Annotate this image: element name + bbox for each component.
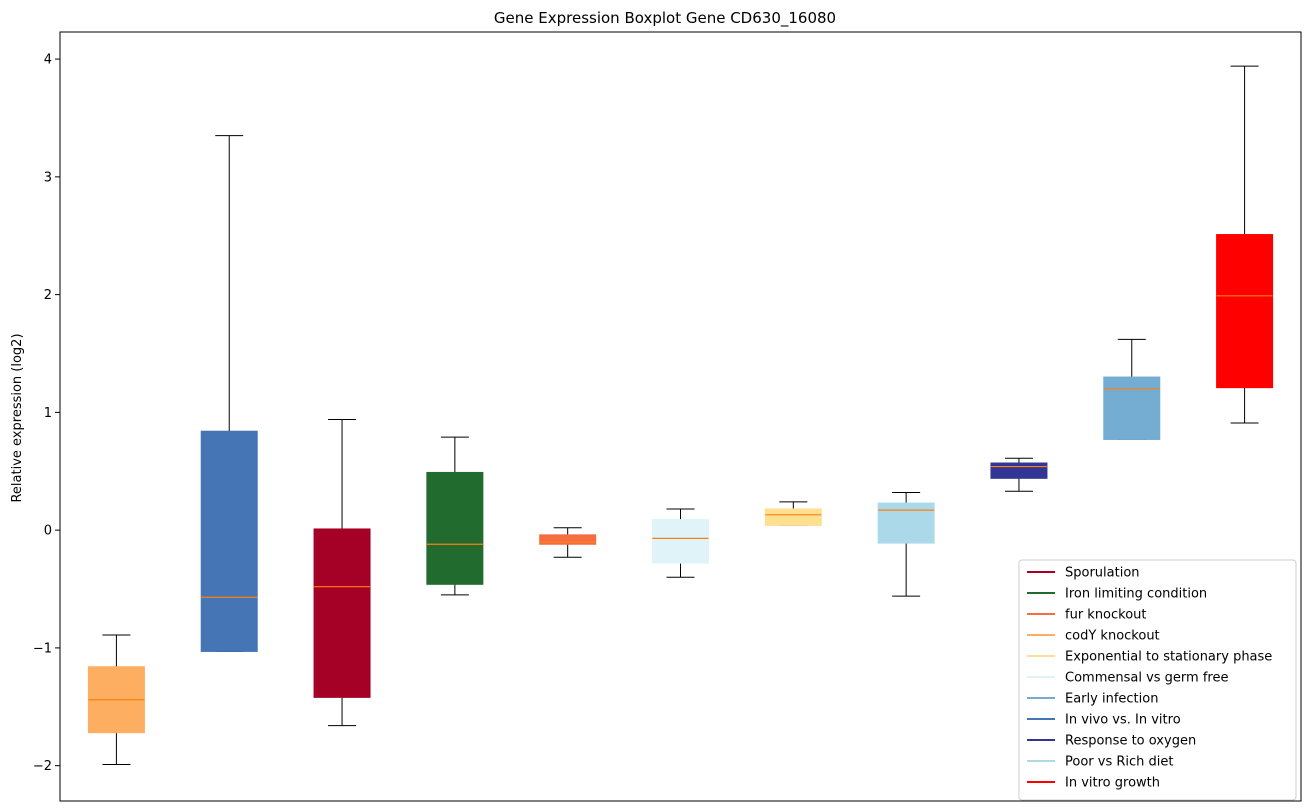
legend-item: Early infection bbox=[1027, 692, 1158, 707]
y-axis-label: Relative expression (log2) bbox=[10, 333, 25, 502]
box-2 bbox=[200, 135, 258, 652]
box-11 bbox=[1216, 65, 1274, 424]
box-4 bbox=[426, 436, 484, 596]
box-1 bbox=[87, 634, 145, 765]
legend-label: Early infection bbox=[1065, 692, 1158, 707]
legend-box bbox=[1018, 559, 1297, 801]
box-body bbox=[539, 534, 597, 545]
y-tick-label: 3 bbox=[44, 170, 52, 185]
legend-item: Commensal vs germ free bbox=[1027, 671, 1228, 686]
box-7 bbox=[764, 501, 822, 526]
legend-item: Poor vs Rich diet bbox=[1027, 755, 1173, 770]
box-8 bbox=[877, 491, 935, 597]
box-body bbox=[1103, 376, 1161, 440]
box-body bbox=[877, 502, 935, 544]
box-body bbox=[426, 471, 484, 585]
box-body bbox=[990, 462, 1048, 479]
legend-label: Sporulation bbox=[1065, 566, 1140, 581]
legend-item: codY knockout bbox=[1027, 629, 1160, 644]
y-tick-label: 4 bbox=[44, 53, 52, 68]
box-body bbox=[1216, 234, 1274, 389]
legend-label: Iron limiting condition bbox=[1065, 587, 1207, 602]
box-3 bbox=[313, 418, 371, 727]
legend-label: Exponential to stationary phase bbox=[1065, 650, 1272, 665]
legend-item: Sporulation bbox=[1027, 566, 1140, 581]
legend-label: Response to oxygen bbox=[1065, 734, 1196, 749]
legend-label: In vitro growth bbox=[1065, 776, 1160, 791]
plot-frame bbox=[59, 31, 1302, 802]
legend-label: codY knockout bbox=[1065, 629, 1160, 644]
box-9 bbox=[990, 457, 1048, 492]
y-tick-label: 2 bbox=[44, 288, 52, 303]
legend-item: Exponential to stationary phase bbox=[1027, 650, 1272, 665]
chart-title: Gene Expression Boxplot Gene CD630_16080 bbox=[494, 9, 836, 28]
legend-label: Commensal vs germ free bbox=[1065, 671, 1228, 686]
legend-item: In vivo vs. In vitro bbox=[1027, 713, 1181, 728]
box-body bbox=[652, 519, 709, 564]
y-tick-label: −2 bbox=[33, 759, 52, 774]
box-10 bbox=[1103, 338, 1161, 440]
box-body bbox=[200, 430, 258, 652]
box-body bbox=[764, 508, 822, 526]
legend-label: In vivo vs. In vitro bbox=[1065, 713, 1181, 728]
legend-item: fur knockout bbox=[1027, 608, 1147, 623]
legend-label: Poor vs Rich diet bbox=[1065, 755, 1173, 770]
box-6 bbox=[652, 508, 709, 578]
y-axis: −2 −1 0 1 2 3 4 bbox=[33, 31, 1302, 802]
legend-item: Iron limiting condition bbox=[1027, 587, 1207, 602]
legend-label: fur knockout bbox=[1065, 608, 1147, 623]
legend: Sporulation Iron limiting condition fur kn… bbox=[1018, 559, 1297, 801]
box-body bbox=[313, 528, 371, 698]
plot-area bbox=[87, 65, 1274, 765]
y-tick-label: −1 bbox=[33, 641, 52, 656]
y-tick-label: 0 bbox=[44, 524, 52, 539]
box-5 bbox=[539, 527, 597, 558]
legend-item: In vitro growth bbox=[1027, 776, 1160, 791]
y-tick-label: 1 bbox=[44, 406, 52, 421]
legend-item: Response to oxygen bbox=[1027, 734, 1196, 749]
